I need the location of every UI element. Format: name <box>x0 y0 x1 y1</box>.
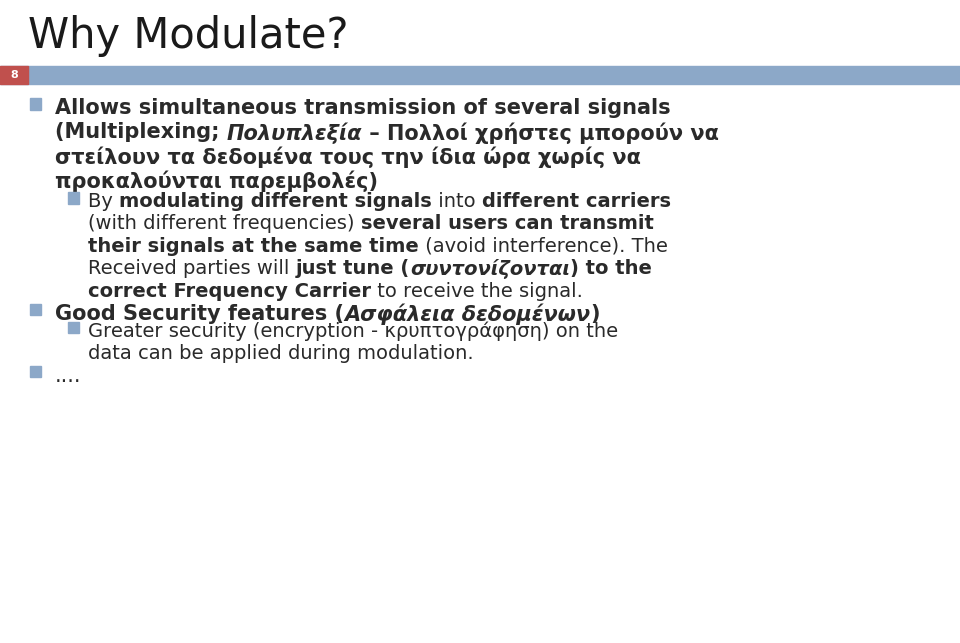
Text: Πολυπλεξία: Πολυπλεξία <box>227 122 362 143</box>
Text: προκαλούνται παρεμβολές): προκαλούνται παρεμβολές) <box>55 170 378 192</box>
Text: modulating different signals: modulating different signals <box>119 192 432 211</box>
Text: correct Frequency Carrier: correct Frequency Carrier <box>88 282 371 300</box>
Text: Good Security features (: Good Security features ( <box>55 303 344 323</box>
Text: By: By <box>88 192 119 211</box>
Text: – Πολλοί χρήστες μπορούν να: – Πολλοί χρήστες μπορούν να <box>362 122 719 143</box>
Bar <box>30 98 41 109</box>
Text: just tune (: just tune ( <box>296 259 410 278</box>
Text: several users can transmit: several users can transmit <box>361 214 654 233</box>
Text: ) to the: ) to the <box>570 259 652 278</box>
Text: ....: .... <box>55 366 82 386</box>
Text: data can be applied during modulation.: data can be applied during modulation. <box>88 344 473 363</box>
Text: Ασφάλεια δεδομένων: Ασφάλεια δεδομένων <box>344 303 590 325</box>
Text: ): ) <box>590 303 600 323</box>
Text: στείλουν τα δεδομένα τους την ίδια ώρα χωρίς να: στείλουν τα δεδομένα τους την ίδια ώρα χ… <box>55 146 641 167</box>
Bar <box>30 304 41 315</box>
Text: συντονίζονται: συντονίζονται <box>410 259 570 279</box>
Bar <box>0 66 28 84</box>
Text: (with different frequencies): (with different frequencies) <box>88 214 361 233</box>
Text: Why Modulate?: Why Modulate? <box>28 15 348 57</box>
Bar <box>30 367 41 377</box>
Text: (avoid interference). The: (avoid interference). The <box>419 237 667 256</box>
Bar <box>0 66 960 84</box>
Text: Received parties will: Received parties will <box>88 259 296 278</box>
Bar <box>68 322 79 333</box>
Text: into: into <box>432 192 482 211</box>
Text: Allows simultaneous transmission of several signals: Allows simultaneous transmission of seve… <box>55 98 671 118</box>
Text: 8: 8 <box>11 70 18 80</box>
Text: Greater security (encryption - κρυπτογράφηση) on the: Greater security (encryption - κρυπτογρά… <box>88 322 618 341</box>
Bar <box>68 192 79 203</box>
Text: (Multiplexing;: (Multiplexing; <box>55 122 227 142</box>
Text: their signals at the same time: their signals at the same time <box>88 237 419 256</box>
Text: different carriers: different carriers <box>482 192 671 211</box>
Text: to receive the signal.: to receive the signal. <box>371 282 583 300</box>
